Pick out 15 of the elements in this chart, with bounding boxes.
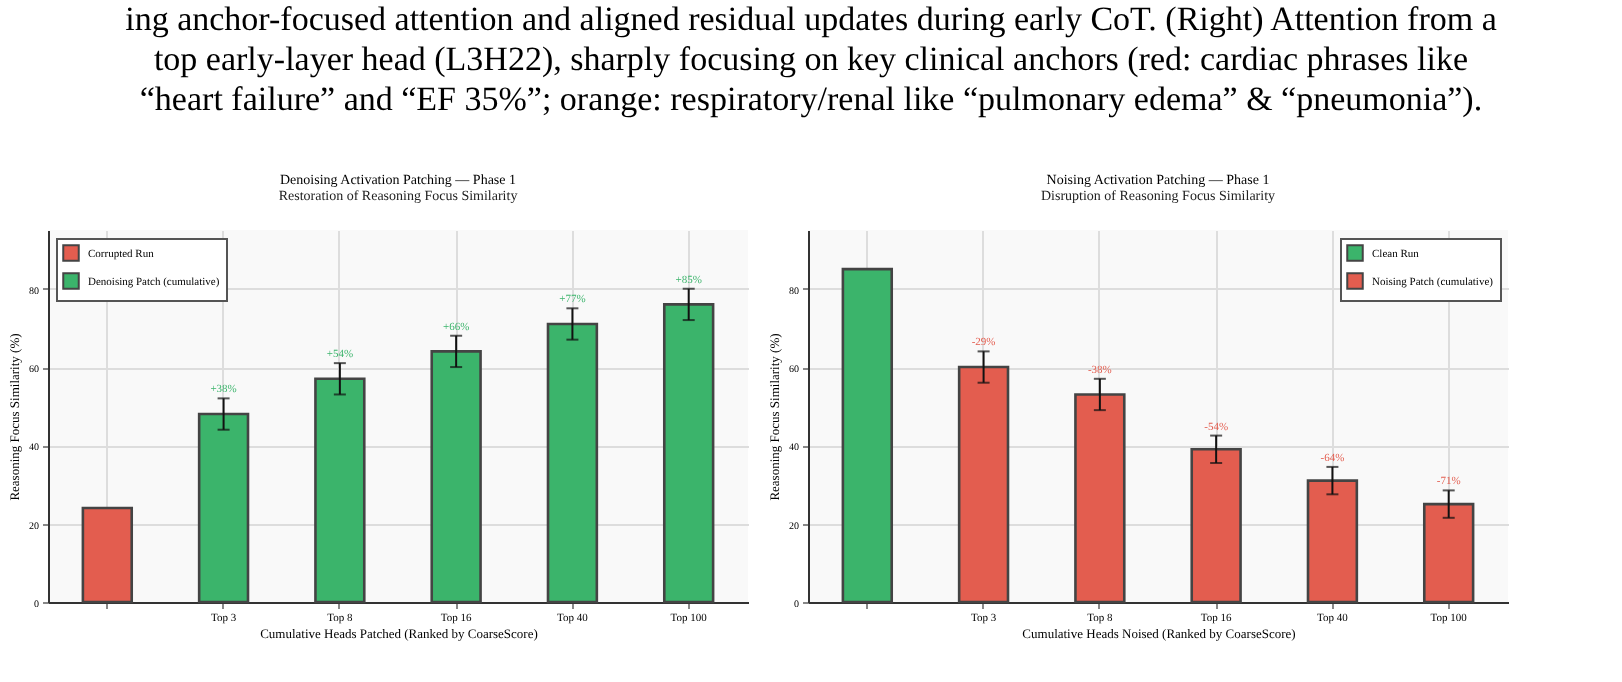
- bar: [1190, 447, 1242, 604]
- bar: [81, 506, 134, 604]
- text: “heart failure” and “EF 35%”; orange: respiratory/renal like “pulmonary edema” & “pneumonia”).: [137, 80, 1485, 120]
- text: ing anchor-focused attention and aligned residual updates during early CoT. (Right) Attention from a: [123, 0, 1499, 40]
- bar: [957, 365, 1010, 604]
- bar: [1422, 502, 1475, 604]
- bar: [1074, 393, 1126, 604]
- text: top early-layer head (L3H22), sharply focusing on key clinical anchors (red: cardiac phrases like: [151, 40, 1471, 80]
- bar: [1306, 479, 1359, 604]
- bar: [546, 322, 599, 604]
- bar: [430, 350, 482, 604]
- bar: [314, 377, 366, 604]
- bar: [197, 412, 250, 604]
- bar: [662, 303, 715, 604]
- bar: [841, 267, 894, 604]
